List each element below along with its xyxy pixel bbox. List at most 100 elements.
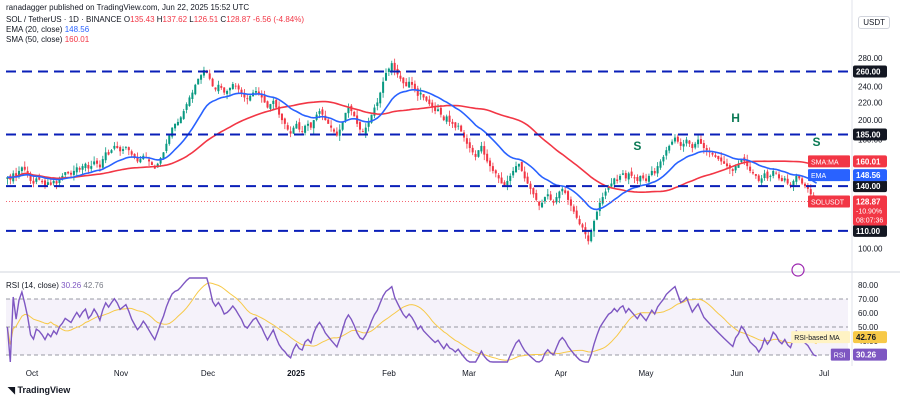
candle-body [408, 81, 411, 88]
pattern-label-s: S [633, 139, 641, 153]
event-flag-icon [791, 263, 805, 277]
ema-legend[interactable]: EMA (20, close) 148.56 [6, 25, 89, 35]
candle-body [480, 145, 483, 152]
candle-body [523, 171, 526, 179]
x-tick-label: Mar [462, 369, 476, 378]
candle-body [272, 100, 275, 105]
candle-body [43, 180, 47, 187]
candle-body [390, 63, 393, 71]
tradingview-logo[interactable]: ◥ TradingView [8, 385, 70, 396]
candle-body [494, 170, 497, 174]
low-label: L [189, 15, 194, 24]
level-tag [853, 128, 887, 141]
candle-body [182, 111, 185, 119]
candle-body [257, 91, 260, 95]
candle-body [367, 121, 370, 127]
candle-body [569, 199, 572, 206]
logo-text: TradingView [17, 385, 71, 395]
candle-body [165, 143, 168, 152]
candle-body [416, 88, 419, 96]
published-by: ranadagger published on TradingView.com,… [6, 3, 249, 13]
candle-body [685, 139, 688, 144]
candle-body [633, 177, 636, 179]
candle-body [113, 145, 116, 149]
candle-body [578, 219, 581, 225]
candle-body [387, 68, 390, 72]
pattern-label-s: S [813, 135, 821, 149]
level-tag-label: 140.00 [856, 182, 881, 191]
candle-body [546, 194, 549, 197]
candle-body [439, 107, 442, 115]
candle-body [500, 177, 503, 184]
candle-body [595, 211, 598, 220]
price-tag-extra: -10.90% [856, 209, 882, 216]
candle-body [393, 62, 396, 71]
candle-body [538, 201, 541, 206]
candle-body [405, 82, 408, 87]
candle-body [720, 157, 723, 162]
candle-body [697, 139, 700, 145]
ema-20-line [7, 89, 818, 211]
candle-body [110, 150, 113, 153]
candle-body [590, 230, 593, 242]
price-tick-label: 240.00 [858, 82, 883, 91]
price-tag-box [853, 169, 887, 182]
candle-body [379, 92, 382, 104]
candle-body [419, 92, 422, 95]
candle-body [280, 113, 283, 121]
candle-body [246, 98, 249, 100]
level-tag [853, 224, 887, 237]
candle-body [489, 160, 492, 167]
currency-unit-button[interactable]: USDT [858, 16, 890, 29]
price-tag-value: 148.56 [856, 171, 881, 180]
candle-body [410, 81, 414, 85]
candle-body [202, 70, 205, 76]
rsi-tag-value: 42.76 [856, 333, 877, 342]
candle-body [185, 104, 188, 110]
candle-body [515, 166, 518, 173]
level-tag-label: 110.00 [856, 227, 881, 236]
candle-body [717, 155, 720, 160]
symbol-line[interactable]: SOL / TetherUS · 1D · BINANCE O135.43 H1… [6, 15, 304, 25]
candle-body [168, 135, 171, 144]
ema-value: 148.56 [64, 25, 90, 34]
rsi-line [6, 277, 817, 363]
open-label: O [123, 15, 131, 24]
candle-body [119, 147, 122, 152]
candle-body [153, 166, 156, 169]
candle-body [593, 220, 596, 232]
candle-body [64, 172, 67, 175]
candle-body [575, 210, 578, 218]
candle-body [107, 152, 110, 155]
candle-body [645, 178, 648, 181]
candle-body [650, 170, 653, 175]
candle-body [249, 95, 252, 101]
candle-body [72, 170, 75, 175]
candle-body [520, 162, 523, 171]
rsi-legend[interactable]: RSI (14, close) 30.26 42.76 [6, 281, 103, 290]
candle-body [780, 177, 783, 181]
candle-body [133, 153, 136, 158]
candle-body [399, 75, 402, 79]
candle-body [754, 174, 757, 176]
candle-body [41, 180, 44, 183]
candle-body [382, 81, 385, 93]
candle-body [795, 175, 798, 182]
candle-body [228, 87, 231, 91]
candle-body [364, 127, 367, 134]
candle-body [191, 92, 194, 99]
candle-body [321, 109, 324, 115]
candle-body [425, 96, 428, 101]
candle-body [373, 107, 376, 116]
candle-body [737, 163, 740, 168]
candle-body [335, 131, 338, 136]
candle-body [136, 156, 139, 162]
candle-body [436, 109, 440, 112]
sma-legend[interactable]: SMA (50, close) 160.01 [6, 35, 89, 45]
candle-body [624, 173, 627, 179]
candle-body [792, 180, 795, 187]
candle-body [341, 121, 344, 130]
candle-body [318, 111, 321, 114]
